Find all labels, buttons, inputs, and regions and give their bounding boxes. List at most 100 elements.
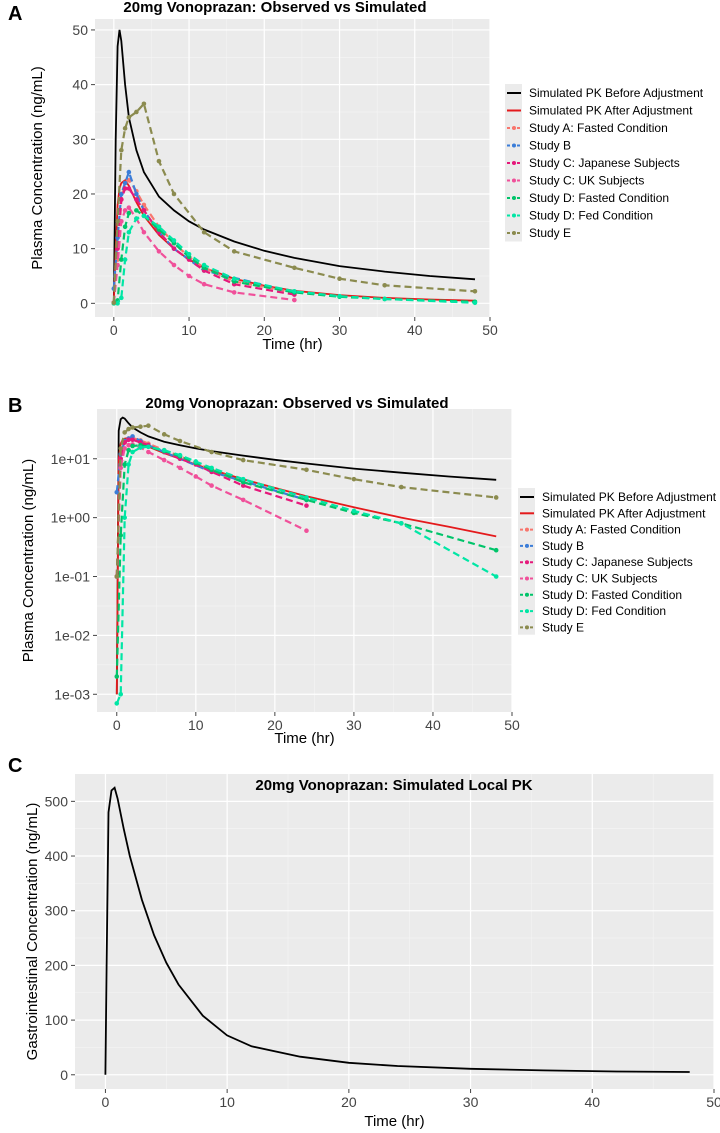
legend-key-point: [512, 196, 516, 200]
x-tick-label: 10: [188, 717, 204, 733]
series-line-simulated-pk-before-adjustment: [115, 416, 497, 695]
data-point-study-c-japanese-subjects: [130, 437, 135, 443]
x-tick-label: 30: [332, 322, 348, 338]
data-point-study-e: [126, 115, 132, 120]
y-tick-label: 1e+00: [51, 510, 91, 526]
data-point-study-c-uk-subjects: [304, 528, 309, 534]
x-tick-label: 10: [219, 1094, 235, 1110]
data-point-study-b: [114, 489, 120, 495]
chart-title: 20mg Vonoprazan: Observed vs Simulated: [123, 0, 426, 16]
legend-label: Study C: Japanese Subjects: [542, 555, 693, 569]
legend-key-point: [525, 576, 529, 581]
data-point-study-e: [134, 109, 139, 115]
legend-key-point: [525, 560, 529, 565]
legend-label: Study A: Fasted Condition: [529, 121, 668, 135]
data-point-study-c-japanese-subjects: [141, 208, 147, 213]
data-point-study-c-japanese-subjects: [119, 197, 124, 202]
data-point-study-c-japanese-subjects: [171, 246, 177, 251]
data-point-study-e: [171, 191, 177, 197]
data-point-study-e: [201, 229, 207, 235]
x-tick-label: 50: [504, 717, 520, 733]
data-point-study-d-fed-condition: [122, 257, 128, 262]
data-point-study-d-fed-condition: [122, 515, 127, 520]
legend-key: [520, 543, 534, 548]
x-tick-label: 50: [482, 322, 498, 338]
panel-a: 0 10 20 30 40 50 0 10 20 30 40 50 20mg Vonoprazan: O…: [8, 0, 704, 353]
data-point-study-d-fasted-condition: [114, 674, 120, 679]
data-point-study-d-fasted-condition: [130, 443, 135, 449]
data-point-study-c-uk-subjects: [126, 205, 132, 210]
legend-key: [507, 196, 521, 200]
data-point-study-d-fasted-condition: [493, 547, 499, 553]
y-tick-label: 300: [45, 903, 69, 919]
data-point-study-d-fed-condition: [292, 289, 297, 294]
data-point-study-e: [351, 476, 357, 482]
data-point-study-d-fed-condition: [138, 445, 143, 450]
legend-key: [520, 576, 534, 581]
data-point-study-e: [126, 426, 131, 432]
y-axis-title: Plasma Concentration (ng/mL): [20, 459, 37, 662]
legend-key: [520, 625, 534, 630]
data-point-study-e: [493, 495, 499, 500]
y-axis-title: Gastrointestinal Concentration (ng/mL): [24, 803, 41, 1061]
data-point-study-d-fed-condition: [382, 296, 387, 302]
data-point-study-e: [399, 484, 404, 490]
legend-key-point: [525, 592, 529, 597]
legend-label: Study D: Fed Condition: [542, 604, 666, 618]
data-point-study-c-uk-subjects: [119, 219, 124, 224]
x-axis-title: Time (hr): [364, 1113, 424, 1130]
chart-title: 20mg Vonoprazan: Observed vs Simulated: [145, 395, 448, 412]
x-tick-label: 30: [463, 1094, 479, 1110]
x-tick-label: 30: [346, 717, 362, 733]
legend-label: Study B: [529, 139, 571, 153]
legend-label: Simulated PK After Adjustment: [542, 506, 706, 520]
data-point-study-c-japanese-subjects: [126, 186, 132, 191]
y-tick-label: 1e-03: [54, 686, 90, 702]
legend-key: [520, 592, 534, 597]
data-point-study-d-fed-condition: [231, 276, 237, 282]
data-point-study-d-fed-condition: [156, 224, 162, 230]
data-point-study-d-fed-condition: [193, 459, 199, 464]
x-axis-title: Time (hr): [274, 730, 334, 747]
data-point-study-e: [130, 425, 135, 430]
data-point-study-c-uk-subjects: [231, 290, 237, 295]
legend-label: Simulated PK After Adjustment: [529, 104, 693, 118]
data-point-study-d-fasted-condition: [126, 210, 132, 216]
data-point-study-e: [141, 101, 147, 107]
legend-key: [507, 161, 521, 165]
data-point-study-e: [122, 126, 128, 131]
legend-key: [520, 609, 534, 614]
data-point-study-e: [111, 300, 117, 306]
data-point-study-e: [119, 147, 124, 153]
legend-key-point: [512, 143, 516, 148]
data-point-study-d-fed-condition: [201, 262, 207, 268]
data-point-study-e: [472, 289, 478, 294]
data-point-study-c-uk-subjects: [292, 297, 297, 303]
data-point-study-b: [122, 180, 128, 186]
legend-label: Study C: UK Subjects: [529, 174, 644, 188]
data-point-study-e: [118, 446, 124, 451]
data-point-study-e: [304, 467, 309, 473]
x-tick-label: 20: [341, 1094, 357, 1110]
x-axis-title: Time (hr): [262, 336, 322, 353]
data-point-study-c-uk-subjects: [141, 229, 147, 235]
legend-key-point: [512, 231, 516, 235]
data-point-study-c-japanese-subjects: [122, 186, 128, 191]
data-point-study-d-fasted-condition: [122, 224, 128, 230]
data-point-study-e: [337, 276, 342, 282]
data-point-study-c-uk-subjects: [209, 483, 214, 488]
data-point-study-b: [134, 191, 139, 197]
legend-key-point: [525, 625, 529, 630]
x-tick-label: 40: [584, 1094, 600, 1110]
panel-b: 0 10 20 30 40 50 1e-03 1e-02 1e-01 1e+00 1e+01 20mg…: [8, 395, 717, 747]
panel-label: B: [8, 395, 22, 417]
x-tick-label: 0: [110, 322, 118, 338]
legend-label: Study D: Fasted Condition: [542, 588, 682, 602]
y-tick-label: 400: [45, 848, 69, 864]
y-tick-label: 1e-01: [54, 569, 90, 585]
data-point-study-e: [122, 430, 127, 435]
series-line-study-d-fed-condition: [115, 445, 497, 704]
y-tick-label: 30: [72, 131, 88, 147]
data-point-study-d-fed-condition: [119, 295, 124, 301]
data-point-study-d-fed-condition: [337, 293, 342, 299]
